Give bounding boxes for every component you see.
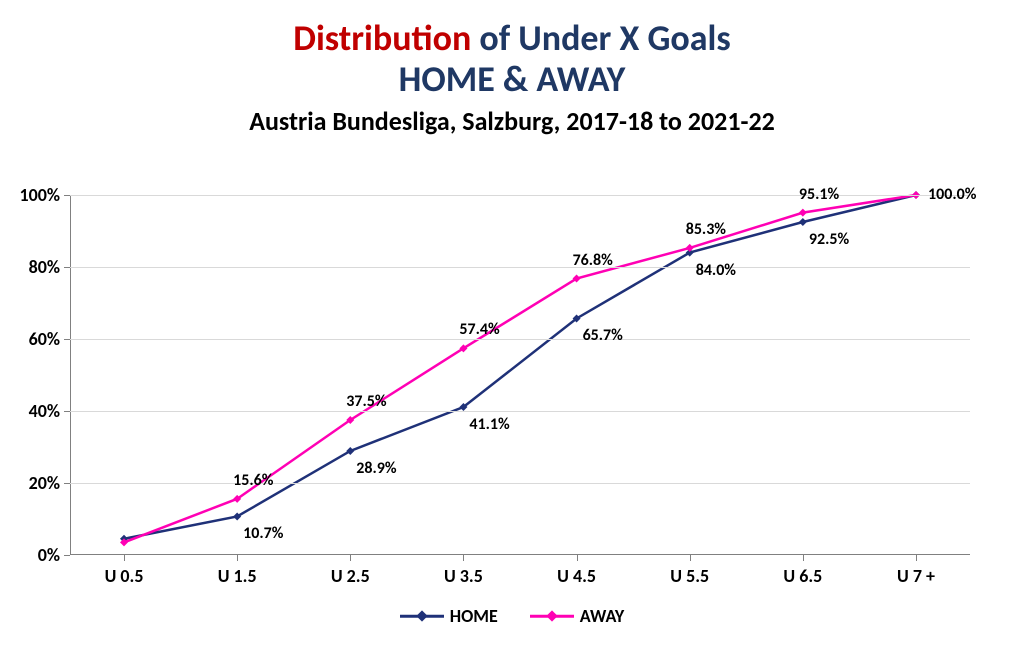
x-axis-label: U 5.5 [670,565,709,587]
gridline [70,339,970,340]
data-label: 37.5% [346,392,386,411]
series-lines [70,195,970,555]
y-axis-label: 100% [20,184,61,206]
legend-label: HOME [450,605,498,627]
y-axis-label: 80% [29,256,60,278]
x-axis-label: U 4.5 [557,565,596,587]
x-axis-label: U 6.5 [783,565,822,587]
y-axis-label: 0% [38,544,60,566]
x-axis-label: U 2.5 [331,565,370,587]
x-axis-label: U 1.5 [218,565,257,587]
data-label: 15.6% [233,471,273,490]
x-tick [463,555,464,561]
data-label: 10.7% [243,524,283,543]
chart-container: Distribution of Under X Goals HOME & AWA… [0,0,1024,663]
legend-item: AWAY [530,605,624,627]
y-tick [64,555,70,556]
data-label: 28.9% [356,459,396,478]
legend-swatch [400,609,444,623]
data-label: 65.7% [583,326,623,345]
x-tick [577,555,578,561]
title-line2: HOME & AWAY [399,57,626,101]
series-marker [799,209,807,217]
title-highlight: Distribution [293,16,471,60]
data-label: 57.4% [459,320,499,339]
data-label: 92.5% [809,230,849,249]
x-tick [237,555,238,561]
gridline [70,483,970,484]
legend-swatch [530,609,574,623]
data-label: 100.0% [928,185,976,204]
series-line-away [124,195,916,542]
y-tick [64,483,70,484]
gridline [70,411,970,412]
x-tick [916,555,917,561]
x-tick [350,555,351,561]
x-axis-label: U 0.5 [105,565,144,587]
data-label: 76.8% [573,251,613,270]
series-marker [799,218,807,226]
title-block: Distribution of Under X Goals HOME & AWA… [0,0,1024,137]
y-tick [64,339,70,340]
gridline [70,267,970,268]
y-axis-label: 20% [29,472,60,494]
legend-label: AWAY [580,605,624,627]
plot-area: 0%20%40%60%80%100%U 0.5U 1.5U 2.5U 3.5U … [70,195,970,555]
x-axis-label: U 3.5 [444,565,483,587]
data-label: 85.3% [686,220,726,239]
legend: HOME AWAY [0,605,1024,628]
y-tick [64,267,70,268]
x-tick [124,555,125,561]
y-axis-label: 60% [29,328,60,350]
y-tick [64,411,70,412]
legend-item: HOME [400,605,498,627]
data-label: 41.1% [469,415,509,434]
y-axis-label: 40% [29,400,60,422]
x-tick [803,555,804,561]
y-tick [64,195,70,196]
chart-subtitle: Austria Bundesliga, Salzburg, 2017-18 to… [0,105,1024,137]
chart-title: Distribution of Under X Goals HOME & AWA… [0,18,1024,101]
title-rest-line1: of Under X Goals [471,16,730,60]
data-label: 95.1% [799,185,839,204]
x-axis-label: U 7 + [897,565,935,587]
data-label: 84.0% [696,261,736,280]
x-tick [690,555,691,561]
